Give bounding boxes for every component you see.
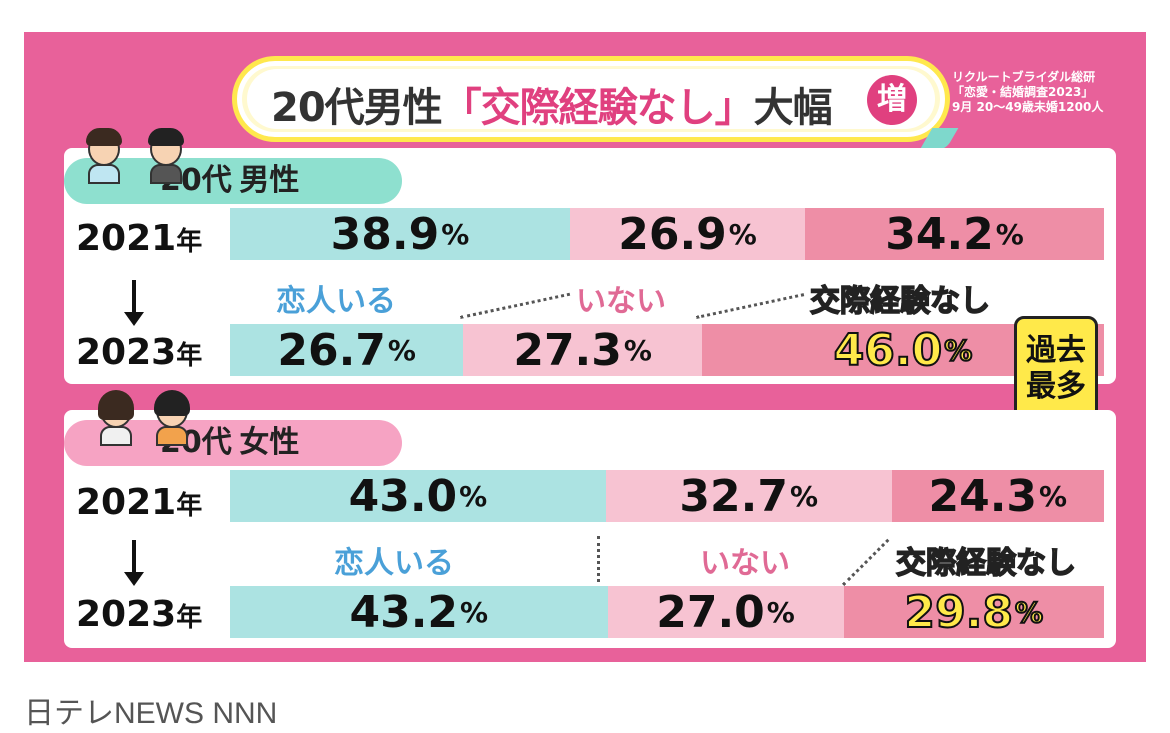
female-tag-gender: 女性	[239, 425, 300, 460]
data-label: 26.9	[618, 208, 727, 260]
news-credit: 日テレNEWS NNN	[24, 697, 278, 730]
female-arrow-down	[124, 540, 144, 586]
source-note: リクルートブライダル総研 「恋愛・結婚調査2023」 9月 20～49歳未婚12…	[952, 70, 1142, 115]
data-label: 43.0	[348, 470, 458, 522]
female-bar-2021-never: 24.3%	[891, 470, 1104, 522]
source-line-1: リクルートブライダル総研	[952, 70, 1096, 84]
title-highlight: 「交際経験なし」	[441, 85, 755, 131]
source-line-2: 「恋愛・結婚調査2023」	[952, 85, 1094, 99]
increase-badge: 増	[867, 75, 917, 125]
data-label: 34.2	[885, 208, 994, 260]
percent-unit: %	[943, 333, 973, 368]
female-year-2021-value: 2021	[76, 482, 177, 523]
male-arrow-down	[124, 280, 144, 326]
female-year-2023-value: 2023	[76, 594, 177, 635]
male-avatar-2	[146, 128, 186, 184]
record-badge-line-2: 最多	[1026, 369, 1086, 404]
female-avatar-2	[152, 390, 192, 446]
male-label-in-relationship: 恋人いる	[276, 284, 396, 319]
male-avatar-1	[84, 128, 124, 184]
female-bar-2021-in-relationship: 43.0%	[230, 470, 606, 522]
male-bar-2023-none: 27.3%	[463, 324, 702, 376]
data-label: 46.0	[833, 324, 944, 377]
male-year-2021-value: 2021	[76, 218, 177, 259]
percent-unit: %	[1039, 479, 1068, 513]
male-year-2023-suffix: 年	[176, 341, 203, 371]
record-badge-line-1: 過去	[1026, 333, 1086, 368]
source-line-3: 9月 20～49歳未婚1200人	[952, 100, 1104, 114]
title-suffix: 大幅	[753, 85, 833, 131]
male-bar-2021-never: 34.2%	[805, 208, 1104, 260]
male-bar-2021-none: 26.9%	[569, 208, 806, 260]
data-label: 38.9	[330, 208, 440, 260]
percent-unit: %	[623, 333, 652, 367]
data-label: 24.3	[928, 470, 1038, 522]
percent-unit: %	[766, 595, 795, 629]
female-bar-2021-none: 32.7%	[605, 470, 892, 522]
female-year-2021-suffix: 年	[176, 491, 203, 521]
data-label: 27.3	[513, 324, 622, 376]
male-year-2021: 2021年	[76, 218, 226, 259]
female-label-in-relationship: 恋人いる	[334, 546, 454, 581]
female-year-2023: 2023年	[76, 594, 226, 635]
male-label-none: いない	[576, 284, 666, 319]
percent-unit: %	[460, 595, 489, 629]
female-divider-1	[597, 536, 600, 582]
percent-unit: %	[459, 479, 488, 513]
data-label: 27.0	[656, 586, 765, 638]
female-bar-2023-none: 27.0%	[607, 586, 844, 638]
percent-unit: %	[789, 479, 819, 513]
male-group-tag: 20代 男性	[64, 158, 402, 204]
female-bar-2023-in-relationship: 43.2%	[230, 586, 608, 638]
data-label: 32.7	[679, 470, 788, 522]
female-bar-2023-never: 29.8%	[843, 586, 1104, 639]
male-label-never: 交際経験なし	[809, 283, 991, 320]
female-label-none: いない	[700, 546, 790, 581]
percent-unit: %	[1014, 595, 1044, 630]
infographic-board: 20代男性「交際経験なし」大幅 増 リクルートブライダル総研 「恋愛・結婚調査2…	[24, 32, 1146, 662]
percent-unit: %	[995, 217, 1024, 251]
data-label: 43.2	[349, 586, 459, 638]
female-label-never: 交際経験なし	[895, 545, 1077, 582]
male-bar-2021-in-relationship: 38.9%	[230, 208, 570, 260]
female-year-2023-suffix: 年	[176, 603, 203, 633]
title-prefix: 20代男性	[271, 85, 443, 131]
male-bar-2023-in-relationship: 26.7%	[230, 324, 464, 376]
percent-unit: %	[441, 217, 470, 251]
percent-unit: %	[387, 333, 416, 367]
title-banner: 20代男性「交際経験なし」大幅 増	[232, 56, 950, 142]
female-year-2021: 2021年	[76, 482, 226, 523]
title: 20代男性「交際経験なし」大幅	[271, 75, 833, 133]
male-year-2023: 2023年	[76, 332, 226, 373]
percent-unit: %	[728, 217, 757, 251]
female-avatar-1	[96, 390, 136, 446]
male-year-2021-suffix: 年	[176, 227, 203, 257]
data-label: 29.8	[903, 586, 1014, 639]
data-label: 26.7	[277, 324, 386, 376]
male-tag-gender: 男性	[239, 163, 300, 198]
male-year-2023-value: 2023	[76, 332, 177, 373]
